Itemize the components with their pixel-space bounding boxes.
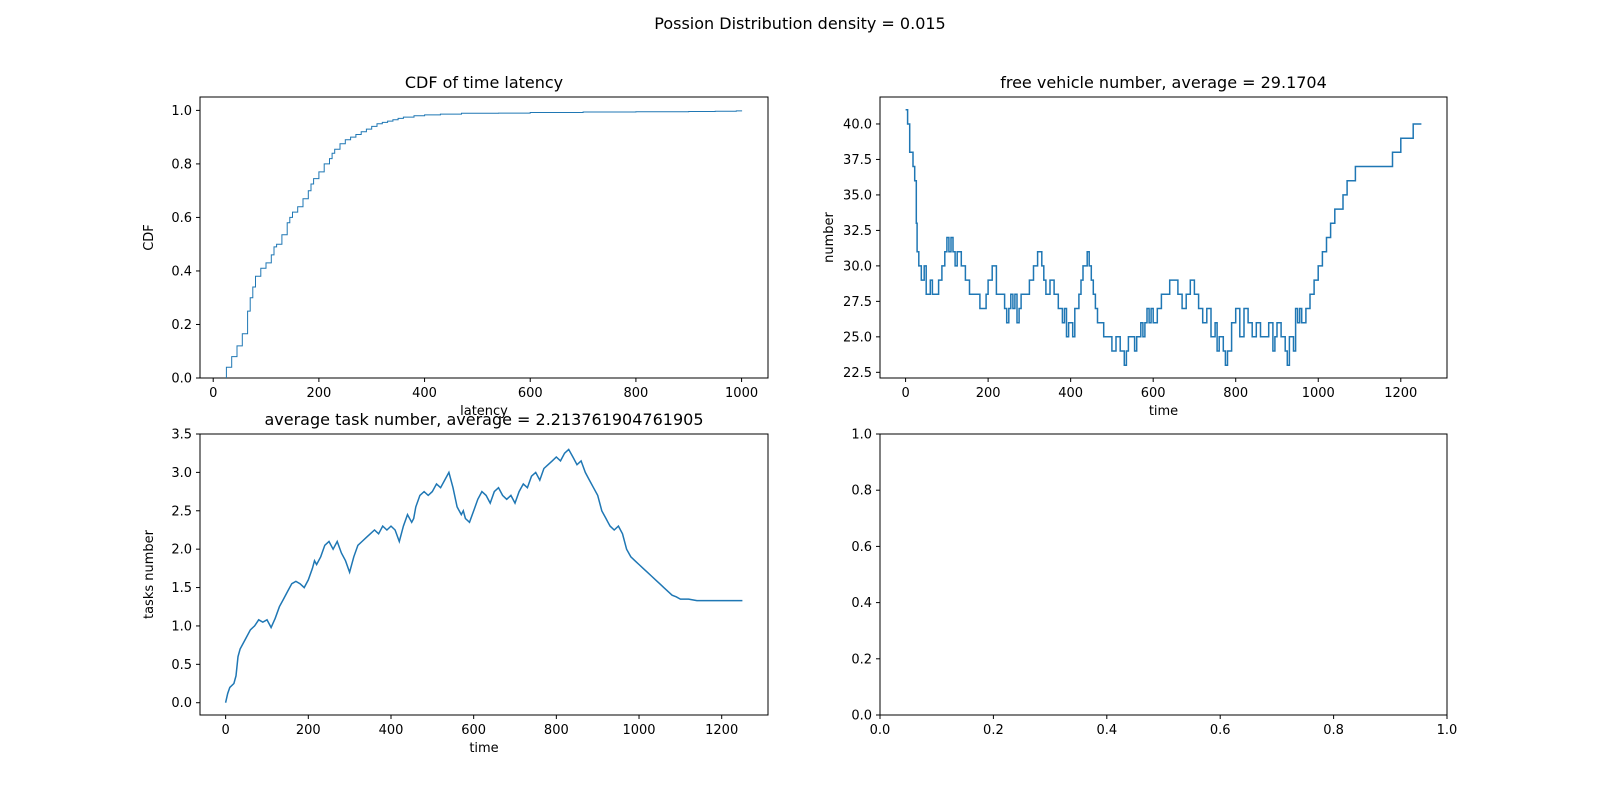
y-tick-label: 0.8 — [851, 484, 872, 499]
y-tick-label: 0.6 — [851, 540, 872, 555]
y-tick-label: 37.5 — [843, 153, 872, 168]
x-tick-label: 600 — [518, 386, 543, 401]
y-tick-label: 3.0 — [171, 466, 192, 481]
y-tick-label: 25.0 — [843, 330, 872, 345]
y-tick-label: 0.8 — [171, 157, 192, 172]
x-tick-label: 400 — [379, 723, 404, 738]
y-tick-label: 0.0 — [171, 372, 192, 387]
x-tick-label: 800 — [623, 386, 648, 401]
plot-frame — [879, 96, 1448, 379]
subplot-task_number: 0 200 400 600 800 1000 1200 0.0 0.5 1.0 1.5 2.0 2.5 3… — [142, 410, 769, 756]
y-tick-label: 0.4 — [171, 264, 192, 279]
x-tick-label: 0.0 — [870, 723, 891, 738]
plot-frame — [199, 96, 769, 379]
x-tick-label: 400 — [412, 386, 437, 401]
y-tick-label: 0.0 — [851, 709, 872, 724]
subplot-grid: 0 200 400 600 800 1000 0.0 0.2 0.4 0.6 0.8 1.0 CDF o… — [142, 73, 1457, 756]
x-axis-label: time — [469, 741, 498, 756]
y-tick-label: 2.0 — [171, 543, 192, 558]
y-tick-label: 1.0 — [171, 104, 192, 119]
series-line-cdf — [225, 110, 743, 378]
y-tick-label: 35.0 — [843, 188, 872, 203]
subplot-title: average task number, average = 2.2137619… — [264, 410, 703, 429]
subplot-title: free vehicle number, average = 29.1704 — [1000, 73, 1327, 92]
plot-frame — [199, 433, 769, 716]
y-tick-label: 40.0 — [843, 117, 872, 132]
y-tick-label: 22.5 — [843, 366, 872, 381]
y-axis-label: number — [822, 211, 837, 262]
x-tick-label: 0.6 — [1210, 723, 1231, 738]
y-tick-label: 32.5 — [843, 224, 872, 239]
x-tick-label: 1000 — [725, 386, 758, 401]
y-tick-label: 30.0 — [843, 259, 872, 274]
plot-frame — [879, 433, 1448, 716]
subplot-title: CDF of time latency — [405, 73, 563, 92]
x-axis-label: time — [1149, 404, 1178, 419]
y-tick-label: 1.0 — [851, 428, 872, 443]
x-tick-label: 200 — [306, 386, 331, 401]
x-tick-label: 1200 — [705, 723, 738, 738]
x-tick-label: 0.2 — [983, 723, 1004, 738]
y-axis-label: tasks number — [142, 529, 157, 619]
y-tick-label: 0.6 — [171, 211, 192, 226]
y-tick-label: 27.5 — [843, 295, 872, 310]
series-line-task_number — [224, 448, 743, 703]
series-line-free_vehicle — [905, 109, 1422, 366]
x-tick-label: 200 — [296, 723, 321, 738]
y-tick-label: 0.2 — [851, 652, 872, 667]
x-tick-label: 1.0 — [1437, 723, 1458, 738]
x-tick-label: 600 — [461, 723, 486, 738]
x-axis-label: latency — [460, 404, 508, 419]
y-tick-label: 0.4 — [851, 596, 872, 611]
y-tick-label: 1.5 — [171, 581, 192, 596]
x-tick-label: 800 — [1223, 386, 1248, 401]
subplot-cdf: 0 200 400 600 800 1000 0.0 0.2 0.4 0.6 0.8 1.0 CDF o… — [142, 73, 769, 419]
subplot-empty: 0.0 0.2 0.4 0.6 0.8 1.0 0.0 0.2 0.4 0.6 0.8 1.0 — [851, 428, 1457, 739]
y-tick-label: 3.5 — [171, 428, 192, 443]
x-tick-label: 400 — [1058, 386, 1083, 401]
y-tick-label: 0.0 — [171, 696, 192, 711]
x-tick-label: 0.8 — [1323, 723, 1344, 738]
y-tick-label: 1.0 — [171, 619, 192, 634]
figure-suptitle: Possion Distribution density = 0.015 — [654, 14, 945, 33]
x-tick-label: 1000 — [622, 723, 655, 738]
x-tick-label: 0 — [209, 386, 217, 401]
x-tick-label: 0 — [221, 723, 229, 738]
y-axis-label: CDF — [142, 224, 157, 251]
x-tick-label: 200 — [976, 386, 1001, 401]
x-tick-label: 800 — [544, 723, 569, 738]
subplot-free_vehicle: 0 200 400 600 800 1000 1200 22.5 25.0 27.5 30.0 32.… — [822, 73, 1448, 419]
x-tick-label: 1200 — [1384, 386, 1417, 401]
y-tick-label: 0.2 — [171, 318, 192, 333]
x-tick-label: 1000 — [1302, 386, 1335, 401]
x-tick-label: 0.4 — [1096, 723, 1117, 738]
x-tick-label: 600 — [1141, 386, 1166, 401]
y-tick-label: 2.5 — [171, 504, 192, 519]
y-tick-label: 0.5 — [171, 658, 192, 673]
x-tick-label: 0 — [901, 386, 909, 401]
